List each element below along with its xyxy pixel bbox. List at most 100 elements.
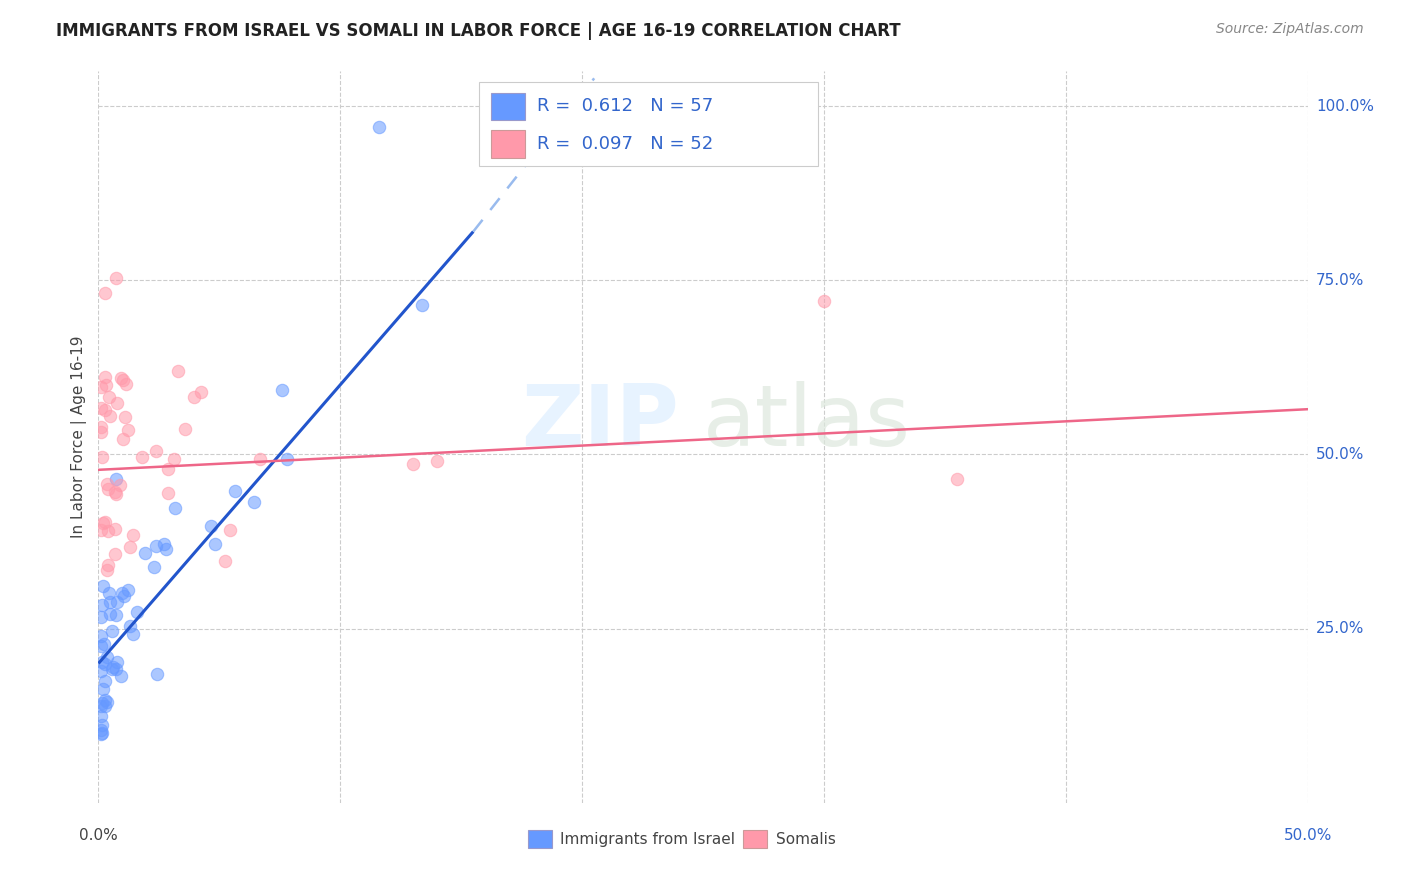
Point [90,726,112,740]
Point [94,370,117,384]
Point [249,451,271,466]
Point [98,607,121,622]
Point [367,120,389,134]
Text: R =  0.612   N = 57: R = 0.612 N = 57 [537,97,714,115]
Point [94,285,117,300]
Point [127,605,149,619]
Point [90,664,112,678]
Point [134,547,156,561]
Point [94,699,117,714]
Point [118,540,141,554]
Point [90,401,112,416]
Text: 0.0%: 0.0% [79,828,118,843]
Point [96,695,118,709]
Point [93,637,115,651]
Text: Somalis: Somalis [776,832,835,847]
FancyBboxPatch shape [492,93,526,120]
Point [219,523,242,537]
Point [96,650,118,665]
Point [145,540,167,554]
Text: 75.0%: 75.0% [1316,273,1364,288]
Point [165,500,187,515]
Point [122,626,145,640]
Point [163,452,186,467]
FancyBboxPatch shape [479,82,818,167]
Text: 100.0%: 100.0% [1316,99,1374,113]
Point [96,377,118,392]
Point [104,484,127,499]
Point [90,610,112,624]
Point [90,523,112,537]
Point [98,586,121,600]
Text: ZIP: ZIP [522,381,679,464]
Point [173,422,195,436]
Point [104,547,127,561]
Point [117,583,139,598]
Point [90,723,112,737]
Point [145,666,167,681]
Point [571,113,593,128]
Point [91,450,114,465]
Text: 25.0%: 25.0% [1316,621,1364,636]
Point [558,127,581,141]
Point [946,472,969,486]
Point [183,390,205,404]
Point [156,486,179,500]
Point [204,537,226,551]
Point [105,487,128,501]
Point [152,537,174,551]
Text: atlas: atlas [703,381,911,464]
Point [91,599,114,613]
Point [90,380,112,394]
Text: IMMIGRANTS FROM ISRAEL VS SOMALI IN LABOR FORCE | AGE 16-19 CORRELATION CHART: IMMIGRANTS FROM ISRAEL VS SOMALI IN LABO… [56,22,901,40]
Y-axis label: In Labor Force | Age 16-19: In Labor Force | Age 16-19 [72,335,87,539]
Point [156,461,179,475]
Point [96,476,118,491]
FancyBboxPatch shape [527,830,551,848]
Point [270,384,292,398]
Point [98,390,121,404]
Point [94,403,117,417]
Point [200,518,222,533]
Point [224,484,246,499]
Point [117,423,139,437]
Point [90,696,112,710]
Point [90,718,112,732]
Point [105,396,128,410]
Point [90,698,112,713]
Point [91,578,114,592]
Point [96,563,118,577]
Point [243,495,266,509]
Point [214,554,236,568]
Point [97,483,120,497]
Point [105,655,128,669]
Point [110,669,132,683]
Point [813,294,835,309]
Point [112,590,135,604]
Point [122,527,145,541]
Point [111,586,134,600]
Point [276,452,298,467]
Point [105,662,128,676]
Point [101,660,124,674]
Point [90,425,112,440]
Point [100,662,122,676]
Point [94,692,117,706]
Point [94,657,117,671]
Point [101,624,124,638]
Text: 50.0%: 50.0% [1284,828,1331,843]
Point [145,444,167,458]
Point [111,373,134,387]
Point [111,432,134,446]
Point [90,419,112,434]
Point [104,522,127,536]
Point [94,674,117,689]
Point [166,364,188,378]
Point [108,478,131,492]
Text: Immigrants from Israel: Immigrants from Israel [561,832,735,847]
Point [91,725,114,739]
Point [105,595,128,609]
Point [94,515,117,529]
Point [91,681,114,696]
Point [90,708,112,723]
